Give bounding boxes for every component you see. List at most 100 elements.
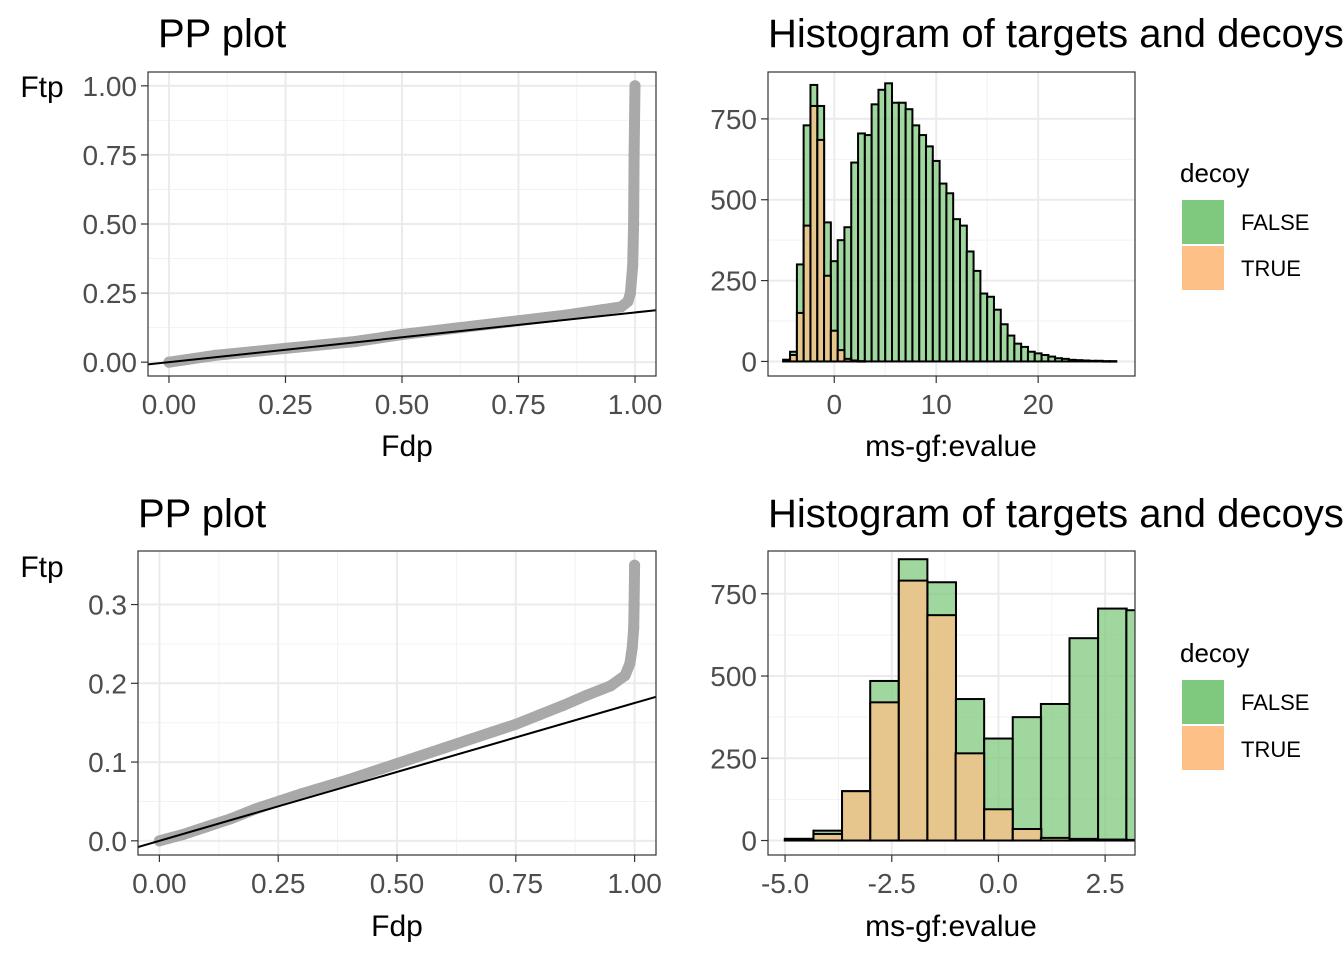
histogram-bar-true: [836, 349, 846, 363]
histogram-bar-false: [972, 269, 982, 363]
pp-plot-1-title: PP plot: [158, 12, 286, 56]
x-tick-label: 20: [1023, 389, 1054, 420]
histogram-bar-false: [1039, 702, 1071, 842]
pp-point: [619, 669, 631, 681]
legend-1: decoy FALSE TRUE: [1180, 158, 1309, 290]
histogram-bar-true: [789, 353, 798, 363]
pp-point: [534, 709, 546, 721]
y-tick-label: 0.75: [83, 140, 138, 171]
legend-1-key-false: [1182, 200, 1224, 244]
reference-line: [138, 695, 656, 848]
x-tick-label: -2.5: [868, 868, 916, 899]
histogram-bar-true: [802, 224, 812, 363]
histogram-bar-false: [986, 295, 995, 363]
pp-point: [622, 295, 634, 307]
pp-point: [627, 259, 639, 271]
pp-point: [629, 559, 641, 571]
histogram-bar-false: [1006, 334, 1016, 363]
histogram-bar-false: [1067, 358, 1077, 363]
y-tick-label: 250: [710, 743, 757, 774]
histogram-bar-false: [1033, 352, 1043, 363]
histogram-bar-true: [1039, 836, 1071, 842]
histogram-bar-true: [782, 358, 792, 363]
histogram-2-title: Histogram of targets and decoys: [768, 492, 1344, 536]
pp-point: [391, 758, 403, 770]
x-tick-label: 2.5: [1086, 868, 1125, 899]
histogram-2-panel-border: [767, 550, 1136, 856]
histogram-bar-false: [1011, 716, 1043, 842]
histogram-bar-true: [1068, 837, 1100, 842]
histogram-bar-true: [869, 701, 900, 842]
pp-point: [296, 788, 308, 800]
histogram-bar-false: [904, 108, 914, 363]
histogram-bar-false: [870, 103, 880, 363]
y-tick-label: 0.50: [83, 209, 138, 240]
reference-line: [148, 309, 656, 366]
histogram-1-panel-border: [767, 71, 1136, 377]
x-tick-label: 0.00: [142, 389, 197, 420]
histogram-bar-false: [891, 101, 900, 363]
histogram-bar-false: [1054, 357, 1063, 363]
histogram-bar-false: [1125, 609, 1135, 842]
histogram-bar-false: [911, 124, 921, 363]
histogram-bar-true: [841, 790, 872, 842]
histogram-2-x-label: ms-gf:evalue: [865, 910, 1037, 943]
pp-point: [629, 80, 641, 92]
histogram-bar-true: [823, 274, 832, 363]
pp-plot-2-x-label: Fdp: [371, 910, 423, 943]
x-tick-label: 0.50: [370, 868, 425, 899]
histogram-bar-true: [1125, 838, 1135, 842]
y-tick-label: 0.2: [88, 668, 127, 699]
x-tick-label: 0.75: [489, 868, 544, 899]
pp-point: [510, 718, 522, 730]
pp-point: [628, 599, 640, 611]
y-tick-label: 500: [710, 661, 757, 692]
x-tick-label: 0.75: [491, 389, 546, 420]
pp-point: [628, 149, 640, 161]
histogram-bar-false: [863, 134, 873, 363]
x-tick-label: 0.25: [251, 868, 306, 899]
y-tick-label: 500: [710, 185, 757, 216]
pp-plot-1-marks: [148, 80, 656, 368]
pp-point: [559, 309, 571, 321]
legend-2: decoy FALSE TRUE: [1180, 638, 1309, 770]
histogram-bar-false: [884, 82, 894, 363]
x-tick-label: 10: [921, 389, 952, 420]
histogram-2-ticks: -5.0 -2.5 0.0 2.5 0 250 500 750: [710, 579, 1124, 899]
x-tick-label: 0.00: [132, 868, 187, 899]
pp-point: [624, 287, 636, 299]
pp-plot-2: PP plot 0.00 0.25 0.50 0.75 1.00 0.0 0.1 0.2 0.3…: [20, 492, 662, 943]
histogram-1: Histogram of targets and decoys 0 10 20 0 25…: [710, 12, 1344, 463]
histogram-bar-false: [1026, 350, 1036, 363]
y-tick-label: 750: [710, 104, 757, 135]
pp-plot-2-title: PP plot: [138, 492, 266, 536]
y-tick-label: 750: [710, 579, 757, 610]
histogram-1-x-label: ms-gf:evalue: [865, 430, 1037, 463]
x-tick-label: 0: [826, 389, 842, 420]
legend-2-label-true: TRUE: [1241, 737, 1301, 762]
legend-1-key-true: [1182, 246, 1224, 290]
pp-plot-1-y-label: Ftp: [20, 71, 63, 104]
pp-point: [628, 218, 640, 230]
pp-plot-1: PP plot 0.00 0.25 0.50 0.75 1.00 0.00 0.25 0.50…: [20, 12, 662, 463]
histogram-bar-false: [924, 145, 934, 363]
histogram-bar-true: [843, 357, 853, 363]
histogram-1-ticks: 0 10 20 0 250 500 750: [710, 104, 1053, 420]
histogram-bar-true: [816, 138, 826, 363]
histogram-bar-false: [1047, 355, 1057, 363]
x-tick-label: 0.0: [979, 868, 1018, 899]
histogram-bar-false: [850, 161, 860, 363]
histogram-bar-false: [965, 250, 975, 363]
pp-point: [624, 658, 636, 670]
pp-point: [605, 680, 617, 692]
x-tick-label: 0.25: [258, 389, 313, 420]
histogram-1-title: Histogram of targets and decoys: [768, 12, 1344, 56]
legend-2-key-false: [1182, 680, 1224, 724]
histogram-bar-true: [926, 614, 957, 842]
y-tick-label: 1.00: [83, 71, 138, 102]
histogram-bar-false: [843, 226, 853, 363]
histogram-bar-true: [812, 832, 844, 842]
histogram-bar-true: [850, 359, 860, 363]
histogram-2: Histogram of targets and decoys -5.0 -2.5…: [710, 492, 1344, 943]
y-tick-label: 0.0: [88, 826, 127, 857]
